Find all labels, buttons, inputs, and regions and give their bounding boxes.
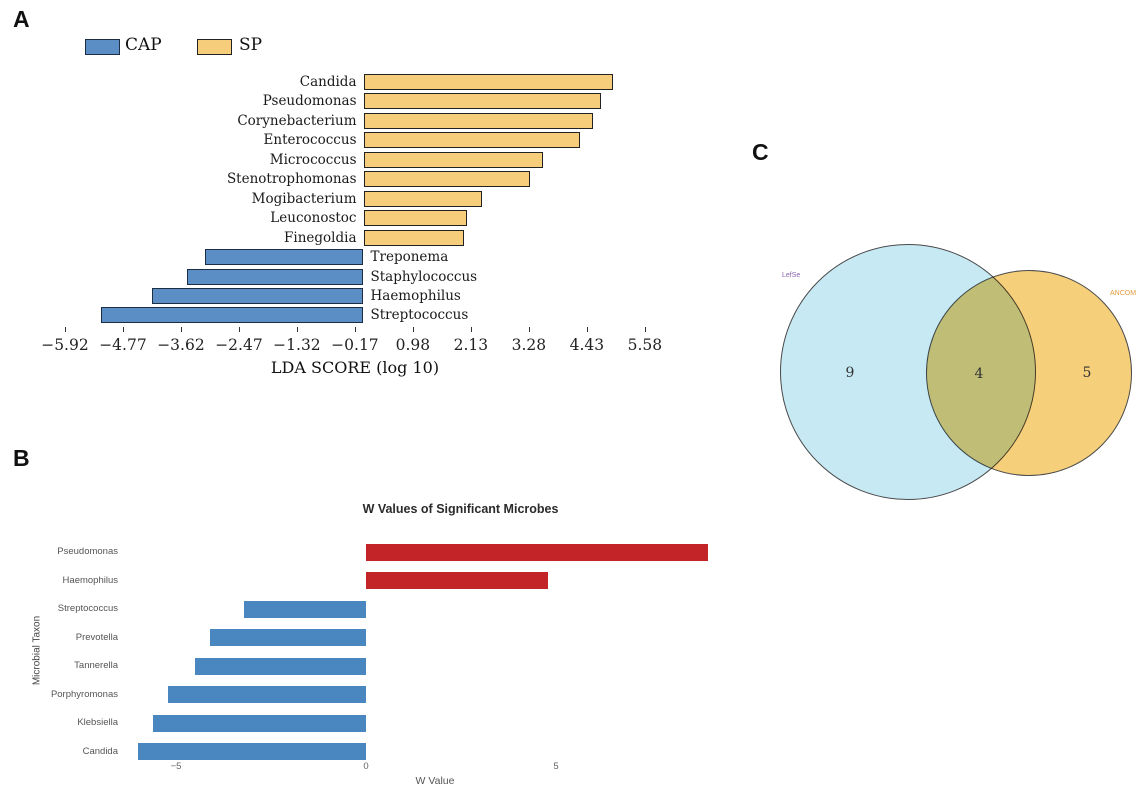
lda-tick-mark bbox=[528, 327, 531, 332]
lda-tick-mark bbox=[586, 327, 589, 332]
lda-bar-staphylococcus bbox=[186, 268, 364, 285]
lda-tick-mark bbox=[238, 327, 241, 332]
lda-tick-label: −5.92 bbox=[41, 336, 89, 354]
panel-c-label: C bbox=[752, 139, 769, 165]
lda-tick-mark bbox=[296, 327, 299, 332]
legend-label-sp: SP bbox=[239, 35, 263, 55]
w-chart-title: W Values of Significant Microbes bbox=[362, 502, 559, 516]
venn-count-ancom-only: 5 bbox=[1082, 365, 1092, 381]
lda-bar-enterococcus bbox=[363, 132, 581, 149]
lda-bar-treponema bbox=[204, 249, 364, 266]
w-bar-streptococcus bbox=[244, 600, 366, 618]
lda-x-axis-title: LDA SCORE (log 10) bbox=[270, 358, 440, 377]
lda-bar-leuconostoc bbox=[363, 210, 467, 227]
lda-bar-stenotrophomonas bbox=[363, 171, 530, 188]
w-taxon-label-tannerella: Tannerella bbox=[74, 660, 118, 671]
lda-taxon-label-pseudomonas: Pseudomonas bbox=[262, 93, 357, 110]
venn-circle-ancom bbox=[926, 270, 1132, 476]
lda-bar-pseudomonas bbox=[363, 93, 601, 110]
lda-tick-mark bbox=[354, 327, 357, 332]
lda-taxon-label-candida: Candida bbox=[299, 74, 357, 90]
lda-tick-label: 5.58 bbox=[627, 336, 663, 354]
lda-taxon-label-mogibacterium: Mogibacterium bbox=[251, 190, 357, 207]
legend-swatch-sp bbox=[197, 39, 232, 55]
lda-bar-corynebacterium bbox=[363, 112, 593, 129]
lda-tick-mark bbox=[470, 327, 473, 332]
lda-taxon-label-corynebacterium: Corynebacterium bbox=[237, 112, 357, 129]
lda-taxon-label-haemophilus: Haemophilus bbox=[370, 287, 461, 304]
w-bar-candida bbox=[138, 743, 366, 760]
lda-tick-mark bbox=[644, 327, 647, 332]
w-bar-pseudomonas bbox=[366, 543, 708, 561]
w-taxon-label-prevotella: Prevotella bbox=[75, 631, 118, 643]
lda-taxon-label-staphylococcus: Staphylococcus bbox=[370, 268, 478, 285]
lda-taxon-label-micrococcus: Micrococcus bbox=[269, 151, 357, 168]
w-bar-tannerella bbox=[195, 657, 366, 675]
lda-taxon-label-streptococcus: Streptococcus bbox=[370, 307, 469, 324]
lda-bar-mogibacterium bbox=[363, 190, 482, 207]
w-tick-label: −5 bbox=[170, 761, 182, 772]
panel-b-label: B bbox=[13, 445, 30, 471]
lda-tick-label: 4.43 bbox=[569, 336, 605, 354]
lda-taxon-label-treponema: Treponema bbox=[370, 249, 449, 266]
venn-set-label-lefse: LefSe bbox=[782, 272, 801, 279]
lda-tick-mark bbox=[64, 327, 67, 332]
lda-bar-micrococcus bbox=[363, 151, 543, 168]
lda-tick-label: 3.28 bbox=[511, 336, 547, 354]
w-bar-porphyromonas bbox=[168, 686, 366, 703]
lda-bar-finegoldia bbox=[363, 229, 465, 246]
lda-tick-label: −0.17 bbox=[331, 336, 379, 354]
w-taxon-label-candida: Candida bbox=[82, 745, 118, 757]
legend-label-cap: CAP bbox=[125, 35, 162, 55]
lda-tick-label: −3.62 bbox=[157, 336, 205, 354]
w-taxon-label-haemophilus: Haemophilus bbox=[62, 574, 118, 586]
panel-a-label: A bbox=[13, 6, 30, 32]
lda-taxon-label-enterococcus: Enterococcus bbox=[263, 132, 357, 149]
lda-tick-label: −2.47 bbox=[215, 336, 263, 354]
w-bar-prevotella bbox=[210, 629, 366, 646]
lda-bar-haemophilus bbox=[151, 287, 364, 304]
lda-taxon-label-leuconostoc: Leuconostoc bbox=[270, 210, 357, 227]
lda-tick-label: 0.98 bbox=[395, 336, 431, 354]
lda-tick-mark bbox=[122, 327, 125, 332]
lda-tick-label: −1.32 bbox=[273, 336, 321, 354]
lda-tick-label: −4.77 bbox=[99, 336, 147, 354]
venn-set-label-ancom: ANCOM bbox=[1110, 290, 1137, 297]
w-taxon-label-porphyromonas: Porphyromonas bbox=[50, 688, 118, 700]
lda-taxon-label-stenotrophomonas: Stenotrophomonas bbox=[226, 171, 357, 188]
w-taxon-label-streptococcus: Streptococcus bbox=[57, 603, 118, 614]
lda-bar-candida bbox=[363, 74, 614, 90]
w-x-axis-title: W Value bbox=[415, 775, 455, 787]
w-bar-klebsiella bbox=[153, 714, 366, 732]
lda-taxon-label-finegoldia: Finegoldia bbox=[284, 229, 357, 246]
lda-tick-mark bbox=[180, 327, 183, 332]
w-tick-label: 5 bbox=[553, 761, 559, 772]
w-tick-label: 0 bbox=[363, 761, 369, 772]
w-bar-haemophilus bbox=[366, 572, 549, 589]
venn-count-intersection: 4 bbox=[974, 366, 984, 382]
lda-tick-mark bbox=[412, 327, 415, 332]
legend-swatch-cap bbox=[85, 39, 120, 55]
lda-tick-label: 2.13 bbox=[453, 336, 489, 354]
w-taxon-label-pseudomonas: Pseudomonas bbox=[57, 546, 118, 557]
venn-count-lefse-only: 9 bbox=[845, 365, 855, 381]
w-taxon-label-klebsiella: Klebsiella bbox=[77, 717, 118, 728]
lda-bar-streptococcus bbox=[101, 307, 364, 324]
